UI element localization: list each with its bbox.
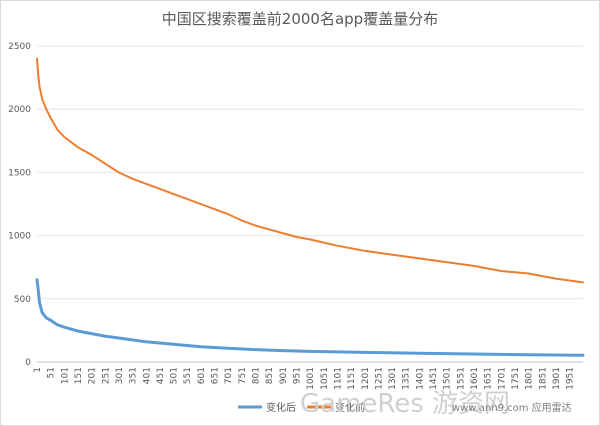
x-tick-label: 701: [224, 367, 234, 384]
x-tick-label: 501: [170, 367, 180, 384]
watermark-url: www.ann9.com 应用雷达: [452, 401, 572, 414]
y-tick-label: 2500: [8, 42, 31, 52]
chart-title: 中国区搜索覆盖前2000名app覆盖量分布: [161, 10, 439, 28]
legend-label-series-1: 变化前: [335, 401, 365, 414]
x-tick-label: 951: [292, 367, 302, 384]
watermark: GameRes 游资网 www.ann9.com 应用雷达: [300, 389, 572, 419]
x-tick-label: 801: [252, 367, 262, 384]
x-tick-label: 251: [101, 367, 111, 384]
x-tick-label: 1851: [538, 367, 548, 390]
series-lines: [35, 57, 585, 357]
x-tick-label: 1251: [374, 367, 384, 390]
x-tick-label: 1551: [456, 367, 466, 390]
x-tick-label: 551: [183, 367, 193, 384]
x-tick-label: 1801: [525, 367, 535, 390]
x-tick-label: 1701: [497, 367, 507, 390]
x-tick-label: 1901: [552, 367, 562, 390]
y-tick-label: 1000: [8, 232, 31, 242]
x-tick-label: 351: [129, 367, 139, 384]
x-tick-label: 151: [74, 367, 84, 384]
x-tick-label: 301: [115, 367, 125, 384]
x-tick-label: 1301: [388, 367, 398, 390]
x-tick-label: 451: [156, 367, 166, 384]
x-tick-label: 1951: [566, 367, 576, 390]
x-tick-label: 901: [279, 367, 289, 384]
x-tick-label: 1401: [415, 367, 425, 390]
legend-label-series-0: 变化后: [266, 401, 296, 414]
x-tick-label: 1151: [347, 367, 357, 390]
x-tick-label: 651: [211, 367, 221, 384]
x-tick-label: 1101: [333, 367, 343, 390]
y-tick-label: 2000: [8, 105, 31, 115]
x-tick-label: 401: [142, 367, 152, 384]
legend: 变化后 变化前: [238, 401, 365, 414]
x-tick-label: 51: [47, 367, 57, 378]
x-tick-label: 1201: [361, 367, 371, 390]
x-tick-label: 1001: [306, 367, 316, 390]
x-tick-label: 1601: [470, 367, 480, 390]
x-tick-label: 1451: [429, 367, 439, 390]
watermark-brand: GameRes: [300, 389, 424, 419]
y-tick-label: 500: [14, 295, 31, 305]
x-tick-label: 751: [238, 367, 248, 384]
x-tick-label: 1751: [511, 367, 521, 390]
x-tick-label: 1351: [402, 367, 412, 390]
x-tick-label: 1: [33, 367, 43, 373]
grid-lines: [37, 45, 583, 363]
y-tick-label: 1500: [8, 168, 31, 178]
series-line-0: [35, 278, 585, 357]
x-tick-label: 201: [88, 367, 98, 384]
y-tick-label: 0: [25, 358, 31, 368]
y-axis-ticks: 0 500 1000 1500 2000 2500: [8, 42, 31, 368]
x-tick-label: 1651: [484, 367, 494, 390]
series-line-1: [36, 57, 584, 284]
x-tick-label: 851: [265, 367, 275, 384]
x-tick-label: 1051: [320, 367, 330, 390]
x-tick-label: 601: [197, 367, 207, 384]
x-axis-ticks: 1 51 101 151 201 251 301 351 401 451 501 551 601 651 7…: [33, 367, 576, 390]
x-tick-label: 1501: [443, 367, 453, 390]
x-tick-label: 101: [60, 367, 70, 384]
watermark-brand-suffix: 游资网: [432, 389, 510, 419]
